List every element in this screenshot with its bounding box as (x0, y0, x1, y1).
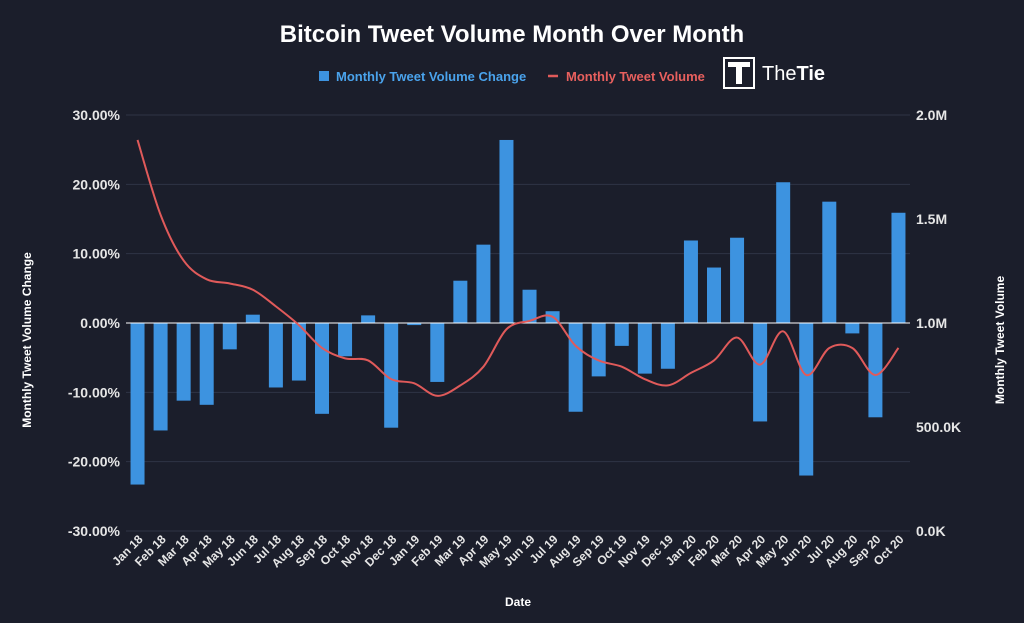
bar-dec-18[interactable] (384, 323, 399, 428)
bar-jan-18[interactable] (130, 323, 145, 485)
thetie-logo: TheTie (723, 57, 825, 89)
bar-aug-19[interactable] (568, 323, 583, 412)
bar-jun-19[interactable] (522, 289, 537, 323)
y2-tick-label: 0.0K (916, 523, 946, 539)
legend: Monthly Tweet Volume Change Monthly Twee… (319, 69, 705, 84)
bar-dec-19[interactable] (660, 323, 675, 369)
y2-tick-label: 1.5M (916, 211, 947, 227)
bar-sep-19[interactable] (591, 323, 606, 377)
bar-oct-19[interactable] (614, 323, 629, 346)
bar-mar-19[interactable] (453, 280, 468, 323)
bar-nov-18[interactable] (361, 315, 376, 323)
y-axis-left-title: Monthly Tweet Volume Change (20, 252, 34, 428)
legend-bar-swatch (319, 71, 329, 81)
bar-aug-18[interactable] (291, 323, 306, 381)
bar-jul-20[interactable] (822, 201, 837, 323)
y2-tick-label: 500.0K (916, 419, 961, 435)
legend-bar-label[interactable]: Monthly Tweet Volume Change (336, 69, 526, 84)
y-tick-label: 30.00% (73, 107, 121, 123)
bar-apr-18[interactable] (199, 323, 214, 405)
bar-jun-20[interactable] (799, 323, 814, 476)
bar-feb-20[interactable] (707, 267, 721, 323)
thetie-logo-icon (723, 57, 755, 89)
bar-mar-20[interactable] (730, 237, 745, 323)
y-tick-label: -20.00% (68, 454, 121, 470)
y2-tick-label: 2.0M (916, 107, 947, 123)
y-tick-label: 0.00% (80, 315, 120, 331)
bar-apr-20[interactable] (753, 323, 768, 422)
y-tick-label: 10.00% (73, 246, 121, 262)
bar-jul-18[interactable] (268, 323, 283, 388)
x-axis-title: Date (505, 595, 531, 609)
bar-may-19[interactable] (499, 139, 514, 323)
y-axis-right: 2.0M 1.5M 1.0M 500.0K 0.0K (916, 107, 961, 539)
bar-mar-18[interactable] (176, 323, 191, 401)
bar-feb-18[interactable] (153, 323, 168, 431)
bar-aug-20[interactable] (845, 323, 860, 334)
chart-title: Bitcoin Tweet Volume Month Over Month (280, 21, 744, 48)
bar-feb-19[interactable] (430, 323, 445, 382)
bar-nov-19[interactable] (637, 323, 652, 374)
bar-jun-18[interactable] (245, 314, 260, 323)
y-tick-label: 20.00% (73, 176, 121, 192)
legend-line-label[interactable]: Monthly Tweet Volume (566, 69, 705, 84)
bar-jan-20[interactable] (683, 240, 698, 323)
y-axis-right-title: Monthly Tweet Volume (993, 276, 1007, 405)
logo-text-plain: The (762, 63, 796, 85)
bar-jan-19[interactable] (407, 323, 422, 326)
logo-text-bold: Tie (796, 63, 825, 85)
bar-may-20[interactable] (776, 182, 791, 323)
y2-tick-label: 1.0M (916, 315, 947, 331)
bar-sep-18[interactable] (315, 323, 329, 414)
logo-text: TheTie (762, 63, 825, 85)
bar-oct-20[interactable] (891, 212, 906, 323)
line-series (136, 139, 900, 397)
bar-series (130, 139, 906, 485)
bar-may-18[interactable] (222, 323, 237, 350)
y-tick-label: -30.00% (68, 523, 121, 539)
y-tick-label: -10.00% (68, 384, 121, 400)
bar-apr-19[interactable] (476, 244, 491, 323)
bar-sep-20[interactable] (868, 323, 883, 418)
bar-oct-18[interactable] (338, 323, 353, 357)
y-axis-left: 30.00% 20.00% 10.00% 0.00% -10.00% -20.00% -30… (68, 107, 121, 539)
